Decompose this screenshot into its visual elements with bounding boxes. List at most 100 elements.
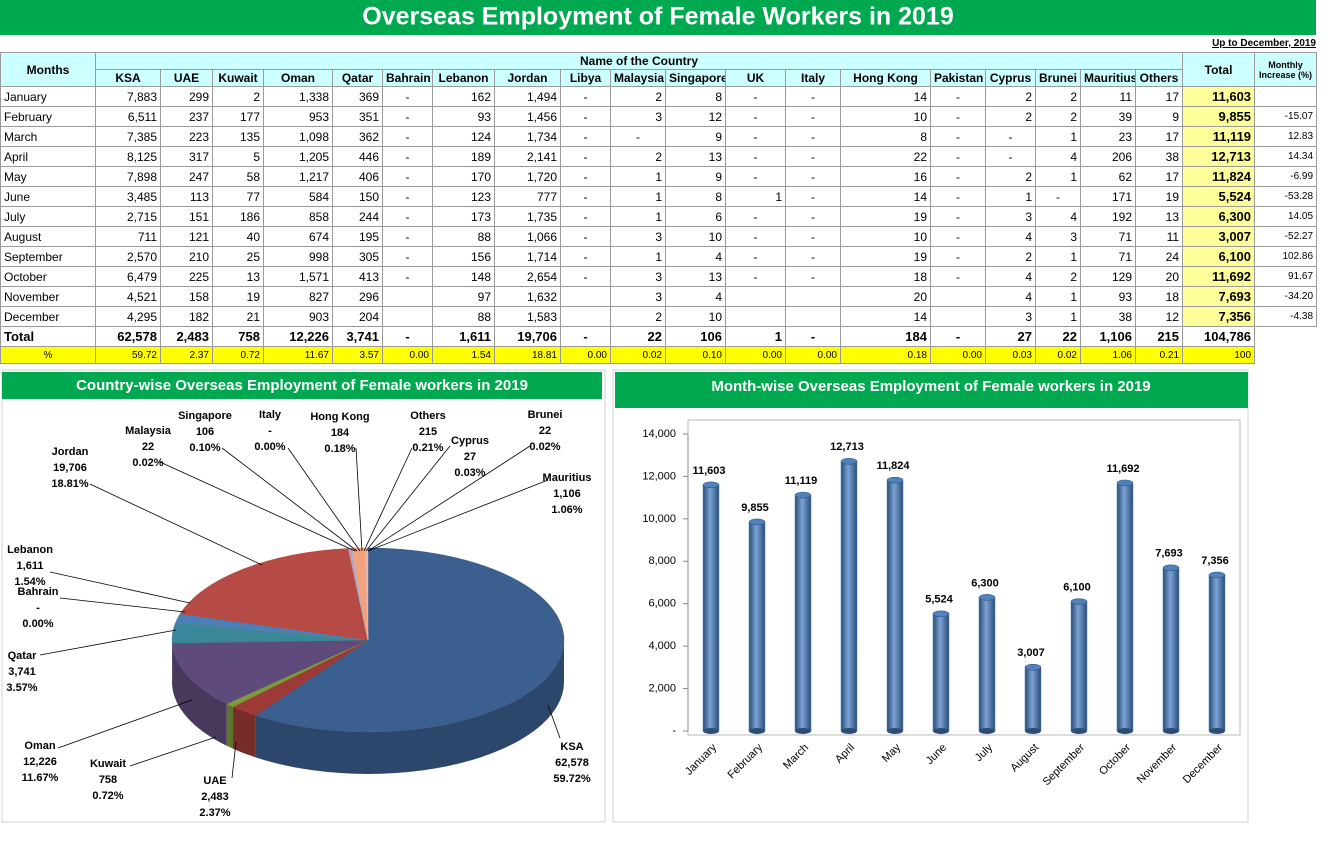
data-cell: - — [785, 266, 841, 287]
data-cell: 171 — [1080, 186, 1136, 207]
percent-cell: 0.00 — [930, 346, 986, 364]
data-cell: 7,898 — [95, 166, 161, 187]
data-cell — [725, 286, 786, 307]
data-cell: 192 — [1080, 206, 1136, 227]
total-data-cell: - — [785, 326, 841, 347]
percent-cell: 0.72 — [212, 346, 264, 364]
pie-label: 215 — [419, 426, 437, 438]
month-cell: January — [0, 86, 96, 107]
pie-label: 758 — [99, 774, 117, 786]
data-cell: 1 — [610, 246, 666, 267]
data-cell: - — [382, 226, 433, 247]
data-cell: 674 — [263, 226, 333, 247]
pie-label: 3.57% — [6, 682, 37, 694]
data-cell: - — [785, 246, 841, 267]
total-data-cell: 106 — [665, 326, 726, 347]
data-cell: 8 — [665, 86, 726, 107]
data-cell: 148 — [432, 266, 495, 287]
pie-side — [172, 642, 227, 746]
total-cell: 11,603 — [1182, 86, 1256, 107]
data-cell: 8 — [665, 186, 726, 207]
total-data-cell: 22 — [610, 326, 666, 347]
data-cell: 4,295 — [95, 306, 161, 327]
total-cell: 11,824 — [1182, 166, 1256, 187]
total-data-cell: 22 — [1035, 326, 1081, 347]
pie-label: 0.02% — [529, 441, 560, 453]
bar-base — [1071, 728, 1087, 734]
data-cell: 23 — [1080, 126, 1136, 147]
leader-line — [367, 479, 549, 552]
data-cell: 210 — [160, 246, 213, 267]
data-cell: 1 — [610, 186, 666, 207]
data-cell: 362 — [332, 126, 383, 147]
table-row: January 7,883 299 2 1,338 369-162 1,494-2 8- -14… — [0, 86, 1318, 107]
data-cell: 2 — [610, 306, 666, 327]
data-cell: - — [930, 186, 986, 207]
pie-label: Jordan — [52, 446, 89, 458]
table-row: April 8,125 317 5 1,205 446-189 2,141-2 13- -22-… — [0, 146, 1318, 167]
pie-label: 184 — [331, 427, 350, 439]
pie-label: 0.00% — [22, 618, 53, 630]
data-cell: 2 — [985, 106, 1036, 127]
header-cell: Total — [1182, 52, 1256, 87]
bar-cap — [1024, 663, 1042, 671]
total-cell: 6,300 — [1182, 206, 1256, 227]
y-tick-label: 12,000 — [642, 470, 676, 482]
increase-cell — [1254, 86, 1318, 107]
month-cell: August — [0, 226, 96, 247]
bar-base — [933, 728, 949, 734]
data-cell: 584 — [263, 186, 333, 207]
data-cell: 162 — [432, 86, 495, 107]
data-cell: 20 — [840, 286, 931, 307]
total-data-cell: 184 — [840, 326, 931, 347]
data-cell: - — [930, 266, 986, 287]
bar-base — [1209, 728, 1225, 734]
data-cell: 11 — [1080, 86, 1136, 107]
leader-line — [221, 447, 358, 552]
table-row: March 7,385 223 135 1,098 362-124 1,734- -9- -8-… — [0, 126, 1318, 147]
leader-line — [89, 483, 263, 566]
table-row: Months Name of the Country Total Monthly Inc… — [0, 52, 1318, 87]
data-cell: 237 — [160, 106, 213, 127]
data-cell: 88 — [432, 226, 495, 247]
data-cell: 4 — [665, 246, 726, 267]
data-cell — [560, 286, 611, 307]
header-cell: Months — [0, 52, 96, 87]
pie-label: 1.54% — [14, 576, 45, 588]
data-cell: - — [382, 246, 433, 267]
data-cell: 3 — [610, 106, 666, 127]
column-header: Oman — [263, 69, 333, 87]
bar — [702, 484, 720, 732]
data-cell: - — [785, 206, 841, 227]
data-cell: 195 — [332, 226, 383, 247]
total-cell: 5,524 — [1182, 186, 1256, 207]
value-label: 6,100 — [1063, 581, 1091, 593]
data-cell: 4 — [985, 226, 1036, 247]
data-cell: 3 — [1035, 226, 1081, 247]
value-label: 9,855 — [741, 502, 769, 514]
pie-title: Country-wise Overseas Employment of Fema… — [76, 377, 528, 394]
column-header: Hong Kong — [840, 69, 931, 87]
data-cell — [725, 306, 786, 327]
increase-cell: 12.83 — [1254, 126, 1318, 147]
pie-label: 18.81% — [51, 478, 89, 490]
pie-label: 1.06% — [551, 504, 582, 516]
data-cell: 58 — [212, 166, 264, 187]
data-cell: 244 — [332, 206, 383, 227]
data-cell: 1,338 — [263, 86, 333, 107]
data-cell: 317 — [160, 146, 213, 167]
column-header: Pakistan — [930, 69, 986, 87]
bar-base — [749, 728, 765, 734]
bar — [978, 597, 996, 732]
value-label: 11,119 — [785, 475, 817, 487]
leader-line — [231, 741, 237, 779]
data-cell: 351 — [332, 106, 383, 127]
data-cell: 225 — [160, 266, 213, 287]
data-cell: 2,715 — [95, 206, 161, 227]
value-label: 7,356 — [1201, 555, 1229, 567]
bar-cap — [1162, 564, 1180, 572]
data-cell: 25 — [212, 246, 264, 267]
bar-cap — [932, 610, 950, 618]
leader-line — [367, 445, 531, 552]
